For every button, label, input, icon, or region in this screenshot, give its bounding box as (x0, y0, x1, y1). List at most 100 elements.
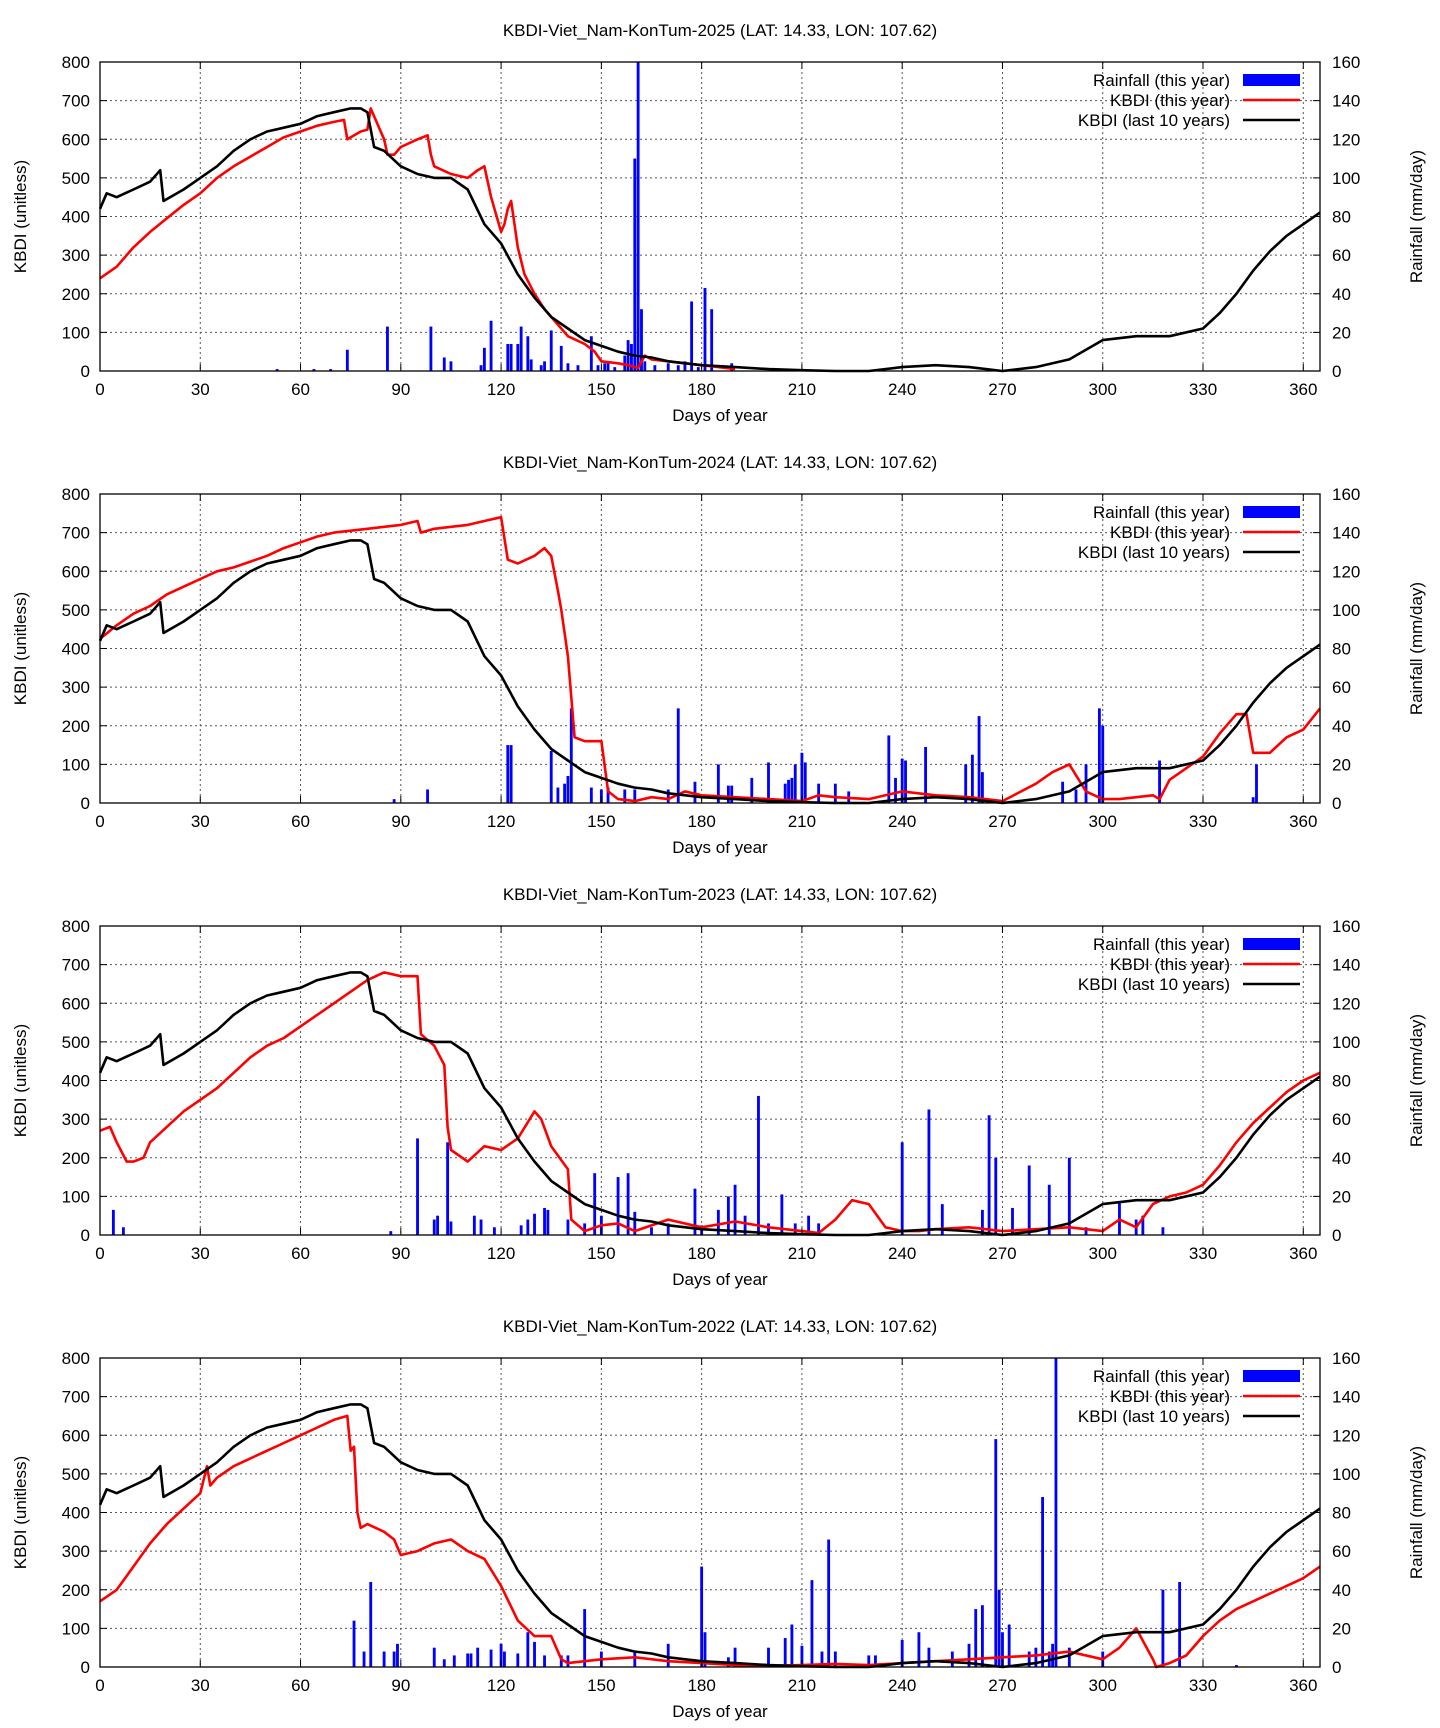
y-axis-label: KBDI (unitless) (11, 1456, 30, 1569)
rainfall-bar (690, 301, 694, 371)
y2-tick-label: 60 (1332, 678, 1351, 697)
y-axis-label: KBDI (unitless) (11, 592, 30, 705)
rainfall-bar (499, 1643, 503, 1667)
rainfall-bar (352, 1620, 356, 1667)
legend-label: KBDI (this year) (1110, 523, 1230, 542)
rainfall-bar (1054, 1358, 1058, 1667)
rainfall-bar (1141, 1215, 1145, 1235)
rainfall-bar (446, 1142, 450, 1235)
y2-tick-label: 140 (1332, 92, 1360, 111)
rainfall-bar (927, 1109, 931, 1235)
rainfall-bar (426, 789, 429, 803)
rainfall-bar (549, 330, 553, 371)
rainfall-bar (1084, 1227, 1088, 1235)
legend-label: Rainfall (this year) (1093, 71, 1230, 90)
y-tick-label: 600 (62, 1426, 90, 1445)
rainfall-bars (392, 708, 1258, 803)
chart-title: KBDI-Viet_Nam-KonTum-2023 (LAT: 14.33, L… (503, 885, 937, 904)
rainfall-bar (546, 1209, 550, 1235)
rainfall-bar (516, 343, 520, 371)
y-tick-label: 0 (81, 1226, 90, 1245)
grid-lines (100, 62, 1320, 371)
rainfall-bar (683, 361, 687, 371)
rainfall-bar (927, 1647, 931, 1667)
legend-label: KBDI (this year) (1110, 91, 1230, 110)
x-tick-label: 30 (191, 1244, 210, 1263)
legend-swatch-rainfall (1243, 1370, 1300, 1382)
rainfall-bar (994, 1157, 998, 1235)
rainfall-bar (666, 1643, 670, 1667)
rainfall-bar (726, 1196, 730, 1235)
rainfall-bar (626, 340, 630, 371)
y-tick-label: 800 (62, 1349, 90, 1368)
rainfall-bar (472, 1215, 476, 1235)
rainfall-bar (482, 347, 486, 371)
y2-tick-label: 100 (1332, 1033, 1360, 1052)
y-tick-label: 700 (62, 92, 90, 111)
kbdi-last-10-years-line (98, 107, 1321, 373)
rainfall-bar (793, 764, 797, 803)
rainfall-bar (900, 758, 904, 803)
y-tick-label: 800 (62, 917, 90, 936)
rainfall-bar (509, 343, 513, 371)
rainfall-bar (783, 1638, 787, 1667)
legend-swatch-rainfall (1243, 938, 1300, 950)
x-tick-label: 360 (1289, 1244, 1317, 1263)
rainfall-bar (817, 1223, 821, 1235)
rainfall-bar (312, 369, 316, 371)
x-tick-label: 120 (487, 380, 515, 399)
rainfall-bar (640, 309, 643, 371)
y2-tick-label: 140 (1332, 956, 1360, 975)
legend-label: KBDI (last 10 years) (1078, 111, 1230, 130)
y-tick-label: 0 (81, 362, 90, 381)
chart-title: KBDI-Viet_Nam-KonTum-2024 (LAT: 14.33, L… (503, 453, 937, 472)
rainfall-bar (593, 1173, 597, 1235)
rainfall-bar (767, 762, 770, 803)
x-tick-label: 150 (587, 1676, 615, 1695)
y2-axis-label: Rainfall (mm/day) (1407, 582, 1426, 715)
rainfall-bar (650, 1227, 653, 1235)
rainfall-bar (442, 1659, 446, 1667)
rainfall-bar (643, 361, 647, 371)
rainfall-bar (894, 777, 897, 803)
x-tick-label: 180 (687, 1676, 715, 1695)
y-tick-label: 300 (62, 678, 90, 697)
legend-label: Rainfall (this year) (1093, 503, 1230, 522)
rainfall-bar (980, 1605, 984, 1667)
axis-ticks: 0 30 60 90 120 150 180 210 240 270 300 330 360 0 100 20… (62, 1349, 1361, 1695)
y2-tick-label: 140 (1332, 1388, 1360, 1407)
y-tick-label: 300 (62, 1110, 90, 1129)
kbdi-this-year-line (99, 971, 1321, 1235)
kbdi-this-year-line (99, 1414, 1321, 1669)
rainfall-bar (479, 1219, 483, 1235)
x-tick-label: 150 (587, 1244, 615, 1263)
rainfall-bar (576, 365, 580, 371)
legend-label: KBDI (last 10 years) (1078, 543, 1230, 562)
rainfall-bar (633, 789, 637, 803)
rainfall-bar (810, 1580, 814, 1667)
rainfall-bar (780, 1194, 784, 1235)
rainfall-bar (790, 777, 794, 803)
rainfall-bar (429, 326, 433, 371)
y2-tick-label: 20 (1332, 1619, 1351, 1638)
rainfall-bar (606, 787, 610, 803)
rainfall-bar (583, 1609, 587, 1667)
y2-axis-label: Rainfall (mm/day) (1407, 150, 1426, 283)
x-tick-label: 210 (788, 380, 816, 399)
rainfall-bar (432, 1219, 436, 1235)
rainfall-bar (1007, 1624, 1011, 1667)
rainfall-bar (1161, 1227, 1165, 1235)
rainfall-bar (569, 708, 573, 803)
y-tick-label: 200 (62, 717, 90, 736)
x-tick-label: 90 (391, 812, 410, 831)
rainfall-bar (369, 1582, 373, 1667)
rainfall-bar (519, 1225, 523, 1235)
x-tick-label: 30 (191, 1676, 210, 1695)
x-tick-label: 0 (95, 1676, 104, 1695)
rainfall-bar (733, 1184, 737, 1235)
y2-tick-label: 100 (1332, 1465, 1360, 1484)
y2-tick-label: 80 (1332, 1072, 1351, 1091)
y2-tick-label: 160 (1332, 485, 1360, 504)
legend-swatch-rainfall (1243, 506, 1300, 518)
